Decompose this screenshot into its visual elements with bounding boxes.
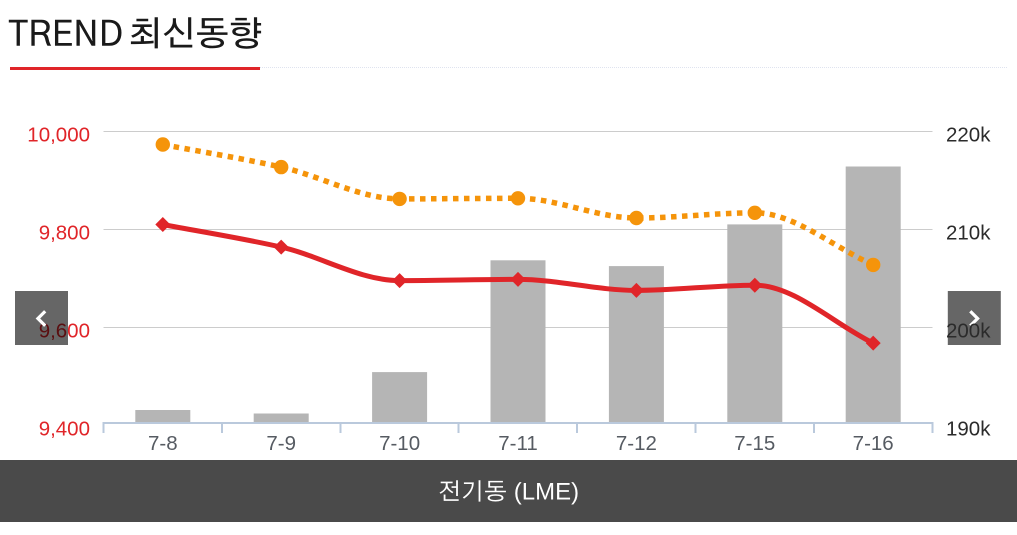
svg-text:7-10: 7-10 (379, 432, 420, 455)
svg-text:9,800: 9,800 (39, 221, 90, 244)
svg-text:10,000: 10,000 (27, 123, 90, 146)
svg-text:220k: 220k (946, 123, 991, 146)
svg-text:210k: 210k (946, 221, 991, 244)
svg-text:9,400: 9,400 (39, 417, 90, 440)
svg-text:7-12: 7-12 (616, 432, 657, 455)
svg-text:7-11: 7-11 (498, 432, 538, 455)
svg-text:7-8: 7-8 (148, 432, 178, 455)
svg-text:7-16: 7-16 (853, 432, 894, 455)
svg-text:190k: 190k (946, 417, 991, 440)
svg-text:200k: 200k (946, 319, 991, 342)
svg-text:7-9: 7-9 (266, 432, 296, 455)
svg-text:7-15: 7-15 (734, 432, 775, 455)
